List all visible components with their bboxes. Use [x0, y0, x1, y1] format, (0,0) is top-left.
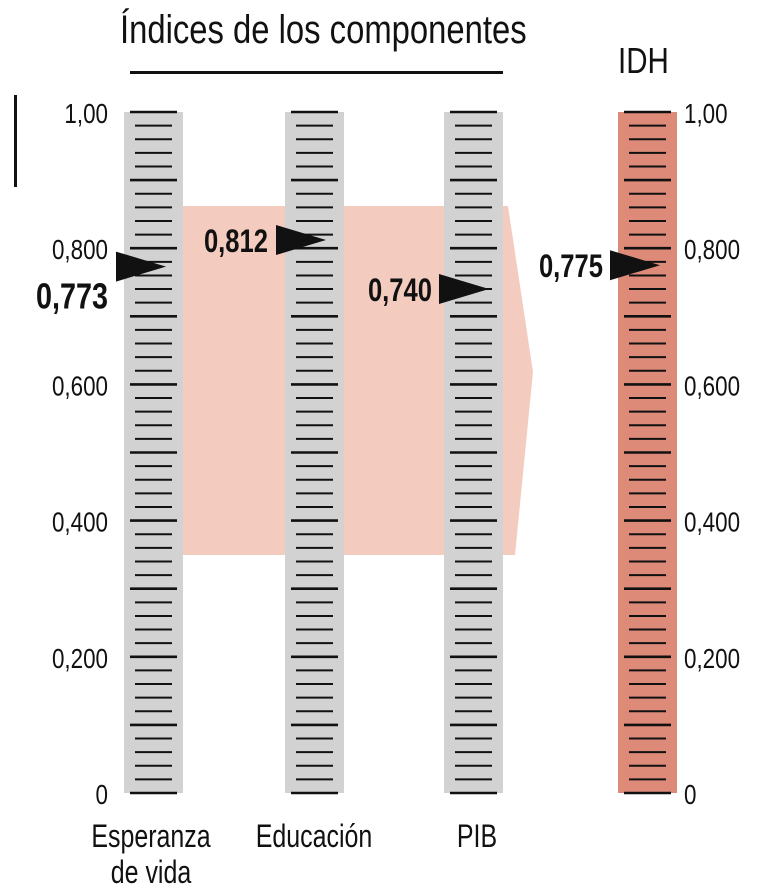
right-tick-label: 0,600	[684, 371, 740, 402]
category-label-educacion: Educación	[248, 818, 381, 854]
category-label-line: de vida	[110, 854, 192, 890]
idh-title: IDH	[618, 40, 669, 81]
value-label-pib: 0,740	[368, 273, 432, 308]
pointer-pib	[439, 274, 489, 305]
pointer-esperanza	[116, 251, 166, 282]
partial-bracket-mark	[0, 95, 17, 187]
value-label-esperanza: 0,773	[36, 275, 108, 316]
category-label-line: Educación	[255, 818, 373, 854]
pointer-idh	[610, 250, 660, 281]
left-tick-label: 0,600	[52, 371, 108, 402]
value-label-educacion: 0,812	[204, 224, 268, 259]
category-label-pib: PIB	[411, 818, 544, 854]
category-label-line: Esperanza	[91, 818, 211, 854]
components-title-rule	[130, 71, 503, 74]
right-tick-label: 1,00	[684, 99, 728, 130]
left-tick-label: 0,200	[52, 644, 108, 675]
right-tick-label: 0,200	[684, 644, 740, 675]
left-tick-label: 0	[96, 780, 108, 811]
components-title: Índices de los componentes	[120, 8, 527, 52]
right-tick-label: 0	[684, 780, 696, 811]
value-label-idh: 0,775	[539, 250, 603, 285]
right-tick-label: 0,800	[684, 235, 740, 266]
pointer-educacion	[276, 225, 326, 256]
category-label-esperanza: Esperanza de vida	[85, 818, 218, 890]
right-tick-label: 0,400	[684, 507, 740, 538]
category-label-line: PIB	[456, 818, 498, 854]
left-tick-label: 0,400	[52, 507, 108, 538]
left-tick-label: 0,800	[52, 235, 108, 266]
left-tick-label: 1,00	[64, 99, 108, 130]
